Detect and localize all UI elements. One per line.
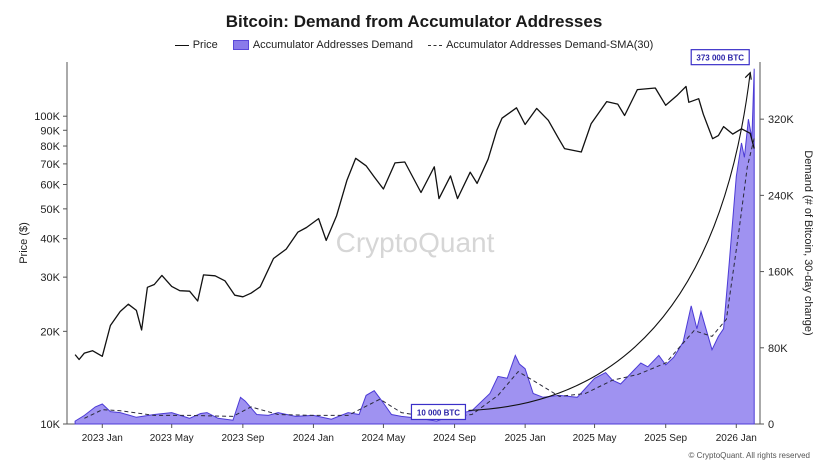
x-tick-label: 2023 Sep xyxy=(221,433,264,444)
y-left-tick-label: 50K xyxy=(40,204,60,216)
y-left-tick-label: 20K xyxy=(40,326,60,338)
y-left-tick-label: 80K xyxy=(40,141,60,153)
y-left-axis-title: Price ($) xyxy=(18,222,30,264)
x-tick-label: 2023 Jan xyxy=(82,433,123,444)
x-tick-label: 2024 Jan xyxy=(293,433,334,444)
y-right-tick-label: 160K xyxy=(768,267,794,279)
chart-legend: Price Accumulator Addresses Demand Accum… xyxy=(0,39,828,51)
y-left-tick-label: 100K xyxy=(34,111,60,123)
credit-text: © CryptoQuant. All rights reserved xyxy=(688,451,811,460)
legend-demand-label: Accumulator Addresses Demand xyxy=(252,39,413,52)
x-tick-label: 2026 Jan xyxy=(716,433,757,444)
y-right-tick-label: 240K xyxy=(768,190,794,202)
legend-item-price[interactable]: Price xyxy=(174,39,218,52)
legend-item-sma[interactable]: Accumulator Addresses Demand-SMA(30) xyxy=(428,39,653,51)
chart-title: Bitcoin: Demand from Accumulator Address… xyxy=(225,12,603,31)
legend-demand-swatch xyxy=(232,40,249,51)
annotation-arrow-head xyxy=(744,71,752,80)
y-left-tick-label: 70K xyxy=(40,159,60,171)
y-left-tick-label: 60K xyxy=(40,179,60,191)
x-tick-label: 2025 Jan xyxy=(505,433,546,444)
annotation-373k-label: 373 000 BTC xyxy=(696,54,744,63)
y-left-tick-label: 30K xyxy=(40,272,60,284)
x-tick-label: 2023 May xyxy=(150,433,194,444)
y-right-tick-label: 80K xyxy=(768,343,788,355)
y-left-tick-label: 40K xyxy=(40,234,60,246)
legend-price-swatch xyxy=(174,44,189,46)
annotation-10k-box xyxy=(410,403,467,421)
annotation-arrow xyxy=(468,72,751,412)
legend-price-label: Price xyxy=(192,39,218,52)
y-left-tick-label: 10K xyxy=(40,419,60,431)
y-right-tick-label: 0 xyxy=(768,419,774,431)
x-tick-label: 2025 May xyxy=(573,433,617,444)
watermark: CryptoQuant xyxy=(336,227,495,258)
y-right-tick-label: 320K xyxy=(768,114,794,126)
series-sma-line xyxy=(84,138,755,419)
series-price-line xyxy=(74,85,755,361)
annotation-373k-box xyxy=(690,49,750,66)
y-right-axis-title: Demand (# of Bitcoin, 30-day change) xyxy=(802,150,814,335)
x-tick-label: 2024 May xyxy=(361,433,405,444)
annotation-10k-label: 10 000 BTC xyxy=(417,408,460,417)
x-tick-label: 2025 Sep xyxy=(644,433,687,444)
y-left-tick-label: 90K xyxy=(40,125,60,137)
series-demand-area xyxy=(74,68,755,425)
legend-item-demand[interactable]: Accumulator Addresses Demand xyxy=(232,39,413,52)
x-tick-label: 2024 Sep xyxy=(433,433,476,444)
legend-sma-swatch xyxy=(428,44,443,46)
legend-sma-label: Accumulator Addresses Demand-SMA(30) xyxy=(446,39,654,52)
